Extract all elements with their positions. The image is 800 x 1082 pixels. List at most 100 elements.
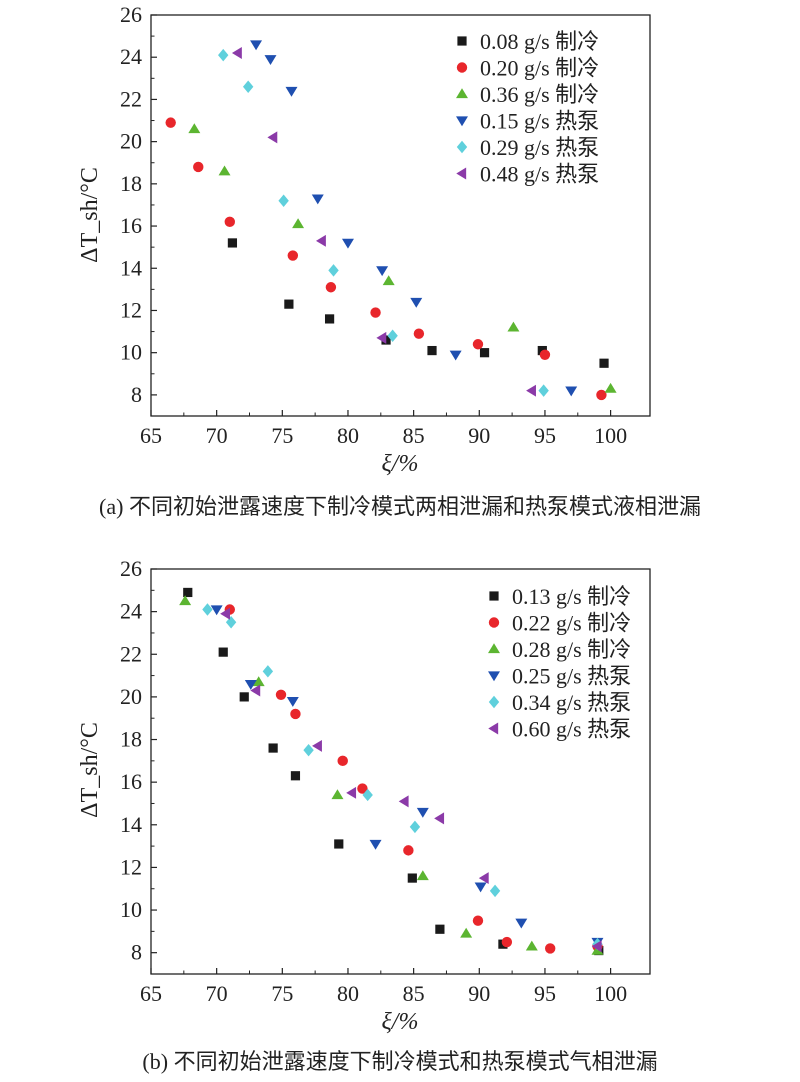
- legend-marker-5: [488, 695, 500, 709]
- legend-label-2: 0.22 g/s 制冷: [512, 611, 631, 636]
- y-tick-label: 18: [120, 727, 142, 752]
- plot-frame-a: [150, 14, 651, 417]
- data-point-series-1: [324, 314, 335, 324]
- y-tick-label: 10: [120, 897, 142, 922]
- caption-b: (b) 不同初始泄露速度下制冷模式和热泵模式气相泄漏: [142, 1049, 657, 1074]
- legend-label-1: 0.08 g/s 制冷: [480, 29, 599, 54]
- data-point-series-5: [409, 820, 421, 834]
- data-point-series-6: [591, 940, 602, 953]
- legend-marker-5: [456, 140, 468, 154]
- data-point-series-4: [376, 266, 389, 277]
- legend-marker-3: [456, 88, 468, 99]
- data-point-series-4: [410, 297, 423, 308]
- data-point-series-5: [387, 329, 398, 343]
- y-tick-label: 26: [120, 2, 142, 27]
- data-point-series-6: [346, 786, 357, 799]
- data-point-series-3: [292, 218, 305, 229]
- data-point-series-2: [287, 250, 299, 261]
- legend-marker-4: [488, 671, 500, 682]
- legend-marker-3: [488, 643, 500, 654]
- data-point-series-3: [604, 382, 617, 393]
- x-axis-label-a: ξ/%: [382, 451, 419, 477]
- data-point-series-2: [413, 328, 425, 339]
- data-point-series-2: [357, 783, 368, 794]
- legend-b: 0.13 g/s 制冷0.22 g/s 制冷0.28 g/s 制冷0.25 g/…: [488, 584, 631, 742]
- legend-marker-1: [457, 36, 467, 46]
- data-point-series-5: [218, 48, 229, 62]
- data-point-series-2: [290, 708, 301, 720]
- data-point-series-4: [250, 40, 263, 51]
- x-tick-label: 75: [271, 423, 293, 448]
- x-tick-label: 80: [337, 423, 359, 448]
- x-tick-label: 100: [594, 423, 627, 448]
- data-point-series-1: [227, 238, 238, 248]
- x-tick-label: 95: [534, 981, 556, 1006]
- y-tick-label: 20: [120, 129, 142, 154]
- data-point-series-4: [449, 350, 462, 361]
- x-tick-label: 65: [140, 981, 162, 1006]
- x-axis-label-b: ξ/%: [382, 1009, 419, 1035]
- legend-label-3: 0.28 g/s 制冷: [512, 637, 631, 662]
- data-point-series-4: [311, 194, 324, 205]
- data-point-series-4: [341, 238, 354, 249]
- y-tick-label: 12: [120, 854, 142, 879]
- data-point-series-1: [290, 771, 301, 781]
- data-point-series-3: [179, 595, 192, 606]
- data-point-series-5: [362, 788, 373, 802]
- legend-label-3: 0.36 g/s 制冷: [480, 82, 599, 107]
- y-tick-label: 14: [120, 255, 142, 280]
- data-point-series-3: [218, 165, 231, 176]
- data-point-series-2: [403, 845, 414, 856]
- data-point-series-1: [427, 345, 437, 356]
- data-point-series-1: [239, 692, 249, 702]
- x-tick-label: 90: [468, 981, 490, 1006]
- legend-marker-2: [488, 617, 500, 628]
- data-point-series-5: [278, 194, 289, 207]
- data-point-series-6: [398, 795, 409, 808]
- data-point-series-4: [244, 679, 257, 690]
- y-tick-label: 14: [120, 812, 142, 837]
- x-tick-label: 90: [468, 423, 490, 448]
- x-tick-label: 75: [271, 981, 293, 1006]
- data-point-series-2: [472, 915, 484, 926]
- data-point-series-3: [525, 940, 538, 951]
- x-tick-label: 80: [337, 981, 359, 1006]
- y-axis-label-b: ΔT_sh/°C: [77, 722, 103, 818]
- x-tick-label: 85: [403, 981, 425, 1006]
- data-point-series-6: [231, 47, 242, 59]
- data-point-series-2: [472, 339, 484, 350]
- data-point-series-6: [267, 131, 278, 144]
- legend-label-6: 0.48 g/s 热泵: [480, 162, 599, 187]
- y-tick-label: 8: [131, 940, 142, 965]
- data-point-series-5: [303, 743, 314, 757]
- data-point-series-2: [501, 936, 513, 948]
- data-point-series-2: [165, 117, 176, 128]
- data-point-series-1: [284, 299, 294, 309]
- legend-a: 0.08 g/s 制冷0.20 g/s 制冷0.36 g/s 制冷0.15 g/…: [456, 29, 599, 187]
- data-point-series-4: [369, 839, 382, 850]
- data-point-series-5: [538, 384, 549, 397]
- data-point-series-2: [596, 389, 607, 401]
- data-point-series-4: [565, 386, 578, 397]
- data-point-series-4: [285, 86, 298, 97]
- data-point-series-5: [202, 603, 213, 616]
- data-point-series-1: [334, 839, 344, 849]
- data-point-series-1: [479, 348, 490, 358]
- data-point-series-4: [515, 918, 528, 929]
- y-tick-label: 16: [120, 769, 142, 794]
- y-tick-label: 24: [120, 44, 142, 69]
- y-tick-label: 18: [120, 171, 142, 196]
- legend-marker-1: [489, 591, 499, 601]
- x-tick-label: 70: [206, 981, 228, 1006]
- data-point-series-2: [224, 216, 235, 228]
- data-point-series-2: [325, 282, 337, 293]
- data-point-series-1: [599, 358, 609, 368]
- data-point-series-6: [315, 234, 326, 247]
- data-point-series-3: [252, 676, 265, 687]
- legend-label-4: 0.25 g/s 热泵: [512, 664, 631, 689]
- axis-ticks-a: 65 70 75 80 85 90 95 100 8 10 12 14 16 18 20 22 24 26: [120, 2, 627, 448]
- x-tick-label: 70: [206, 423, 228, 448]
- data-point-series-6: [376, 331, 387, 344]
- data-point-series-1: [435, 924, 445, 934]
